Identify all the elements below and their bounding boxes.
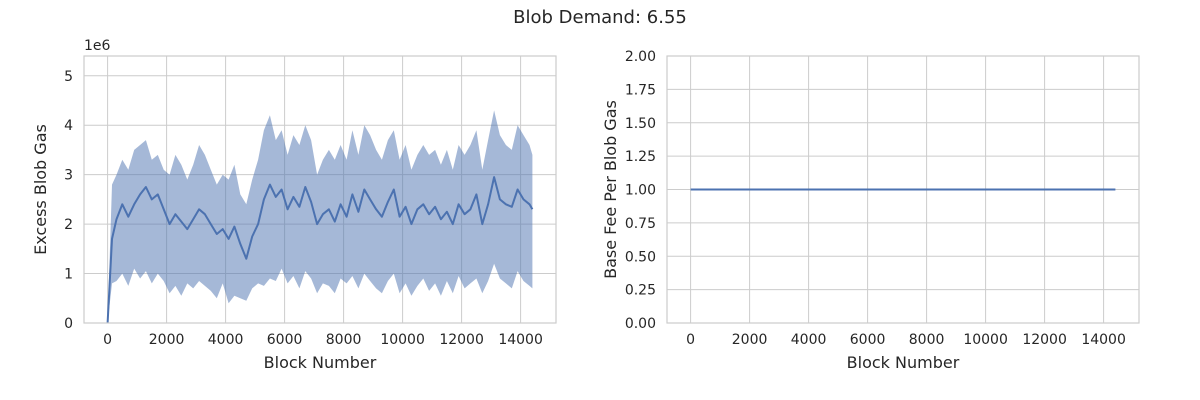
chart2-ytick-label-6: 1.50 (625, 116, 656, 132)
chart1-xtick-label-6: 12000 (439, 332, 484, 348)
chart1-xtick-label-5: 10000 (380, 332, 425, 348)
chart1-xlabel: Block Number (264, 353, 377, 372)
chart1-confidence-band-0 (107, 110, 533, 324)
chart1-frame (83, 55, 557, 324)
chart2-ytick-label-3: 0.75 (625, 216, 656, 232)
chart2-xtick-label-5: 10000 (963, 332, 1008, 348)
chart2-xtick-label-0: 0 (686, 332, 695, 348)
chart1-ytick-label-3: 3 (64, 168, 73, 184)
chart2-ytick-label-0: 0.00 (625, 316, 656, 332)
chart2-xlabel: Block Number (847, 353, 960, 372)
chart1-series-line-0 (106, 176, 534, 324)
excess-blob-gas-panel: 0 2000 4000 6000 8000 10000 12000 14000 0 1 2 3 4 5 Bl… (31, 38, 557, 372)
chart2-ytick-label-2: 0.50 (625, 249, 656, 265)
chart1-xtick-label-3: 6000 (267, 332, 303, 348)
chart2-xtick-label-7: 14000 (1081, 332, 1126, 348)
chart2-frame (666, 55, 1140, 324)
chart1-xtick-label-2: 4000 (208, 332, 244, 348)
chart2-ylabel: Base Fee Per Blob Gas (601, 100, 620, 279)
figure-title: Blob Demand: 6.55 (513, 7, 687, 28)
chart1-xtick-label-7: 14000 (498, 332, 543, 348)
chart1-y-scale-label: 1e6 (84, 38, 111, 54)
chart1-ytick-label-0: 0 (64, 316, 73, 332)
chart2-xtick-label-2: 4000 (791, 332, 827, 348)
chart1-ytick-label-1: 1 (64, 267, 73, 283)
chart2-ytick-label-8: 2.00 (625, 49, 656, 65)
chart1-ytick-label-4: 4 (64, 118, 73, 134)
chart1-xtick-label-0: 0 (103, 332, 112, 348)
chart2-ytick-label-4: 1.00 (625, 183, 656, 199)
chart1-ytick-label-5: 5 (64, 69, 73, 85)
chart2-ytick-label-1: 0.25 (625, 283, 656, 299)
chart1-xtick-label-4: 8000 (326, 332, 362, 348)
chart2-ytick-label-7: 1.75 (625, 82, 656, 98)
chart2-xtick-label-6: 12000 (1022, 332, 1067, 348)
chart2-xtick-label-4: 8000 (909, 332, 945, 348)
chart1-ylabel: Excess Blob Gas (31, 124, 50, 255)
chart1-xtick-label-1: 2000 (149, 332, 185, 348)
chart2-xtick-label-3: 6000 (850, 332, 886, 348)
chart2-ytick-label-5: 1.25 (625, 149, 656, 165)
chart1-ytick-label-2: 2 (64, 217, 73, 233)
base-fee-panel: 0 2000 4000 6000 8000 10000 12000 14000 0.00 0.25… (601, 49, 1140, 372)
chart2-xtick-label-1: 2000 (732, 332, 768, 348)
